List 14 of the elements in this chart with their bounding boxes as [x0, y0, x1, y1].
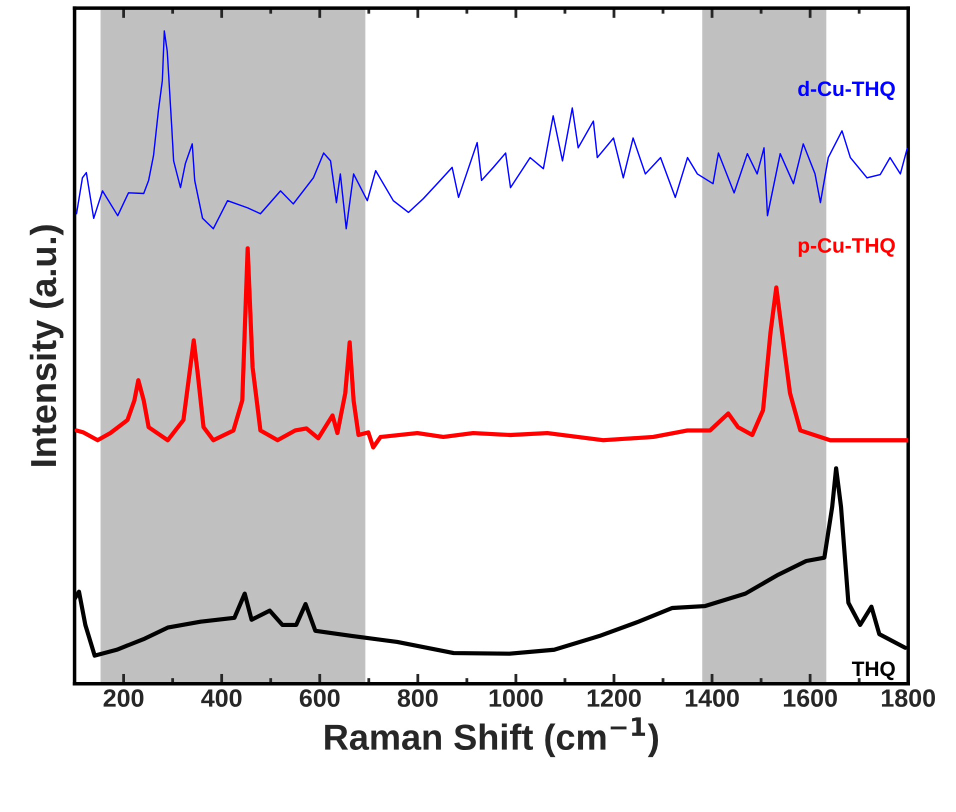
series-label: d-Cu-THQ	[798, 80, 895, 100]
x-tick-label: 1200	[588, 689, 641, 707]
x-tick-label: 1800	[882, 689, 935, 707]
x-tick-label: 200	[104, 689, 144, 707]
y-axis-title: Intensity (a.u.)	[30, 225, 64, 466]
x-tick-label: 400	[201, 689, 242, 707]
x-tick-label: 1400	[686, 689, 739, 707]
series-label: THQ	[852, 661, 895, 680]
series-label: p-Cu-THQ	[798, 238, 895, 257]
x-tick-label: 800	[398, 689, 438, 707]
x-tick-label: 1600	[784, 689, 837, 707]
x-tick-label: 1000	[490, 689, 543, 707]
x-tick-label: 600	[300, 689, 340, 707]
x-axis-title: Raman Shift (cm$^{−1}$)	[325, 717, 658, 758]
